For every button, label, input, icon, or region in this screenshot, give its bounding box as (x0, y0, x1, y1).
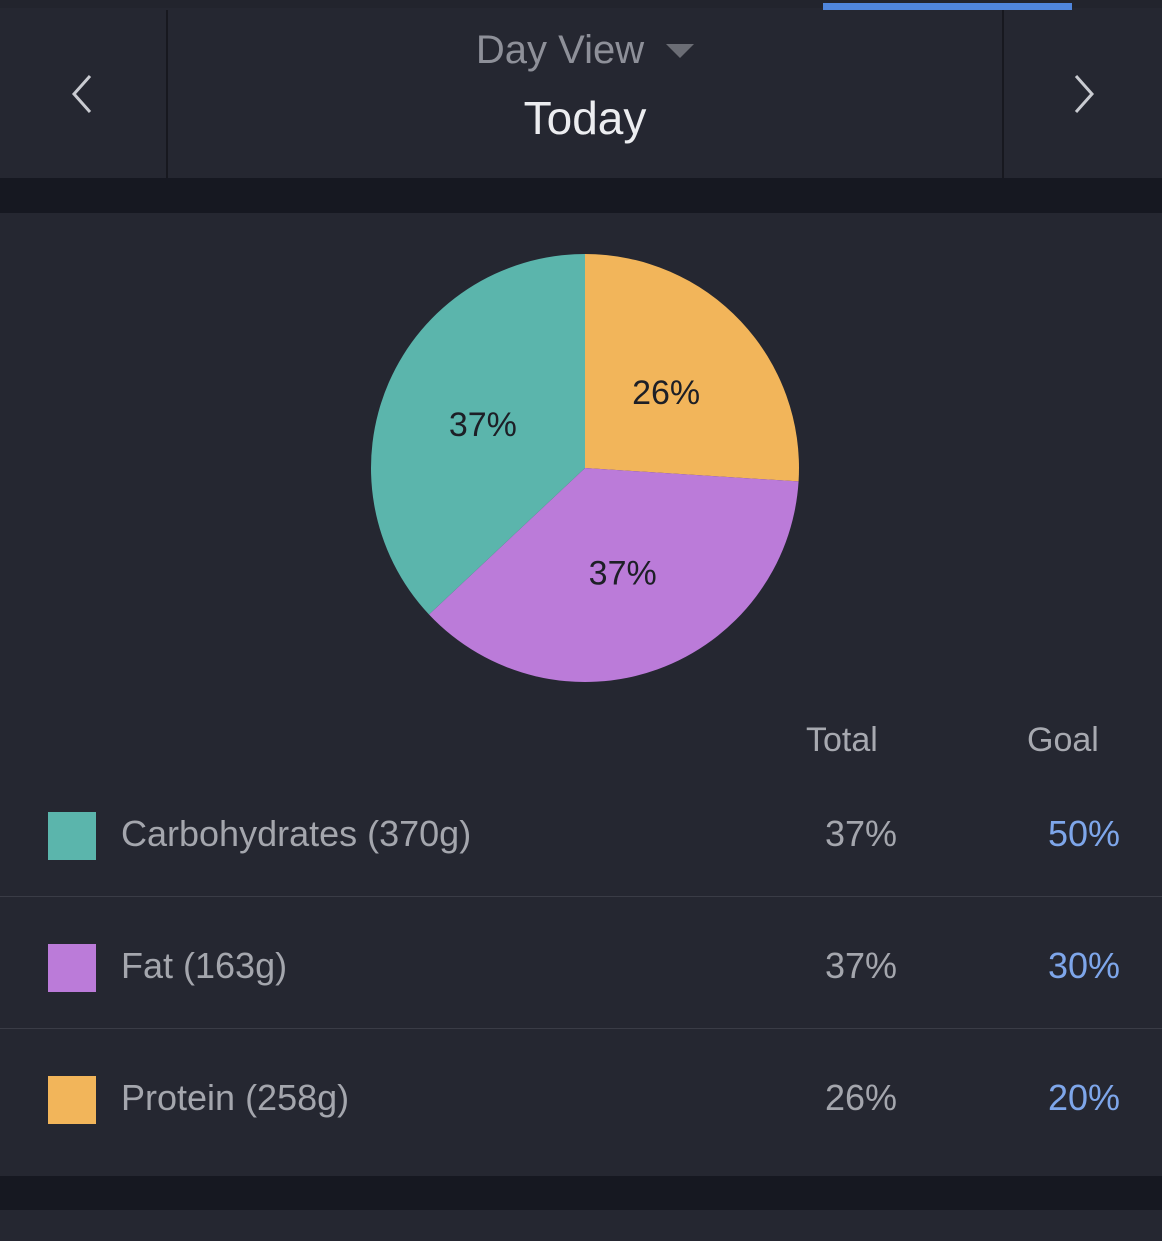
view-label: Day View (475, 28, 645, 72)
previous-day-button[interactable] (0, 10, 168, 178)
separator-band (0, 178, 1162, 213)
total-column-header: Total (806, 721, 878, 759)
view-selector-dropdown[interactable]: Day View (475, 28, 695, 73)
color-swatch (48, 812, 96, 860)
color-swatch (48, 944, 96, 992)
color-swatch (48, 1076, 96, 1124)
pie-slice-label: 37% (589, 555, 657, 593)
macro-row-fat[interactable]: Fat (163g) 37% 30% (0, 897, 1162, 1029)
macro-label: Protein (258g) (121, 1077, 350, 1118)
macro-label: Fat (163g) (121, 945, 288, 986)
macro-total: 37% (824, 945, 897, 986)
triangle-down-icon (666, 43, 695, 58)
macro-goal: 50% (1047, 813, 1120, 854)
date-selector: Day View Today (168, 10, 1002, 178)
macro-goal: 30% (1047, 945, 1120, 986)
macro-total: 26% (824, 1077, 897, 1118)
pie-slice-carbohydrates (370, 254, 585, 615)
top-strip (0, 0, 1162, 8)
goal-column-header: Goal (1027, 721, 1099, 759)
macros-panel: 26% 37% 37% Total Goal Carbohydrates (370g… (0, 213, 1162, 1176)
chevron-right-icon (1074, 75, 1095, 113)
active-tab-indicator (823, 3, 1072, 10)
macro-label: Carbohydrates (370g) (121, 813, 472, 854)
pie-slice-fat (429, 468, 799, 682)
macros-pie-chart: 26% 37% 37% (370, 254, 799, 682)
macro-row-protein[interactable]: Protein (258g) 26% 20% (0, 1029, 1162, 1160)
pie-slice-label: 26% (632, 374, 700, 412)
date-navigation-header: Day View Today (0, 10, 1162, 178)
separator-band-bottom (0, 1176, 1162, 1210)
next-day-button[interactable] (1002, 10, 1162, 178)
date-label: Today (523, 92, 647, 144)
macro-goal: 20% (1047, 1077, 1120, 1118)
macro-total: 37% (824, 813, 897, 854)
macro-row-carbohydrates[interactable]: Carbohydrates (370g) 37% 50% (0, 765, 1162, 897)
pie-slice-label: 37% (449, 406, 517, 444)
chevron-left-icon (71, 75, 92, 113)
pie-slice-protein (585, 254, 799, 482)
